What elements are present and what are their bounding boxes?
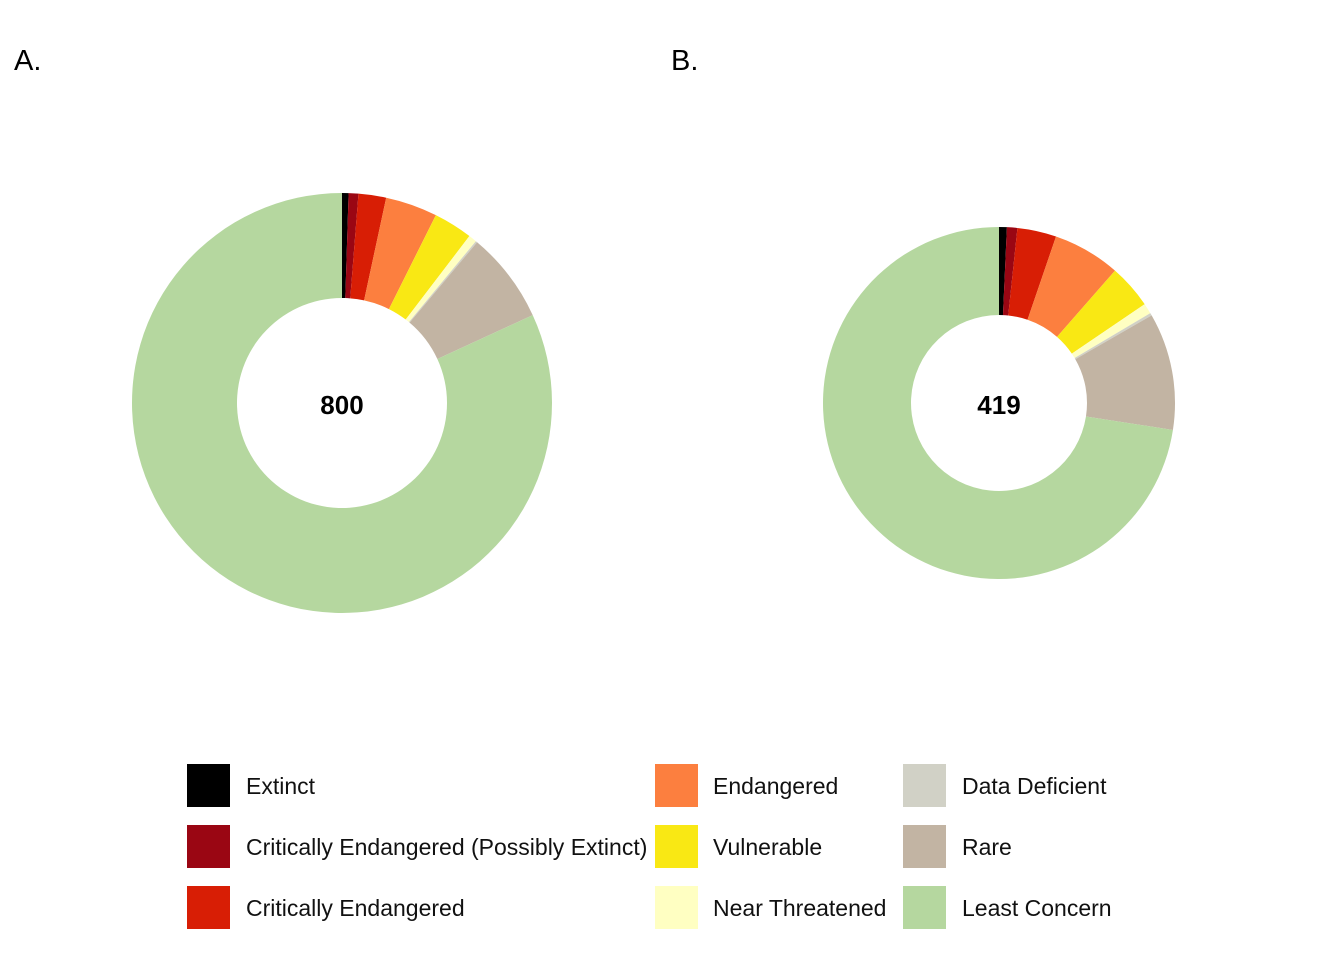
center-total-b: 419	[977, 390, 1020, 420]
donut-b-slice-critically-endangered	[1008, 227, 1057, 320]
legend-label-critically-endangered: Critically Endangered	[246, 895, 465, 921]
donut-b-slice-rare	[1075, 315, 1176, 430]
donut-a-slice-endangered	[364, 197, 436, 310]
donut-b-slice-vulnerable	[1057, 270, 1145, 354]
donut-a-slice-vulnerable	[388, 215, 470, 320]
legend-label-vulnerable: Vulnerable	[713, 834, 822, 860]
legend-label-rare: Rare	[962, 834, 1012, 860]
donut-chart-a	[132, 193, 553, 613]
donut-b-slice-endangered	[1027, 236, 1116, 337]
legend-swatch-near-threatened	[655, 886, 698, 929]
legend-swatch-extinct	[187, 764, 230, 807]
legend-swatch-endangered	[655, 764, 698, 807]
legend-label-least-concern: Least Concern	[962, 895, 1112, 921]
legend-label-data-deficient: Data Deficient	[962, 773, 1107, 799]
legend-swatch-data-deficient	[903, 764, 946, 807]
donut-b-slice-near-threatened	[1071, 304, 1151, 359]
donut-chart-b	[823, 227, 1176, 579]
legend-label-extinct: Extinct	[246, 773, 316, 799]
legend-swatch-critically-endangered	[187, 886, 230, 929]
donut-a-slice-critically-endangered	[350, 193, 387, 301]
legend-label-endangered: Endangered	[713, 773, 838, 799]
panel-label-b: B.	[671, 45, 698, 77]
donut-a-slice-near-threatened	[405, 236, 476, 323]
panel-label-a: A.	[14, 45, 41, 77]
donut-a-slice-critically-endangered-possibly-extinct	[345, 193, 359, 299]
legend-swatch-rare	[903, 825, 946, 868]
legend-swatch-critically-endangered-possibly-extinct	[187, 825, 230, 868]
legend: Extinct Critically Endangered (Possibly …	[187, 764, 1112, 929]
donut-b-slice-extinct	[999, 227, 1007, 316]
donut-b-slice-critically-endangered-possibly-extinct	[1002, 227, 1018, 316]
donut-a-slice-least-concern	[132, 193, 553, 613]
donut-a-slice-extinct	[342, 193, 349, 299]
legend-swatch-vulnerable	[655, 825, 698, 868]
center-total-a: 800	[320, 390, 363, 420]
legend-label-near-threatened: Near Threatened	[713, 895, 886, 921]
donut-b-slice-least-concern	[823, 227, 1173, 579]
legend-label-critically-endangered-possibly-extinct: Critically Endangered (Possibly Extinct)	[246, 834, 647, 860]
donut-a-slice-rare	[409, 242, 533, 360]
donut-a-slice-data-deficient	[408, 241, 478, 323]
donut-b-slice-data-deficient	[1074, 313, 1152, 360]
legend-swatch-least-concern	[903, 886, 946, 929]
